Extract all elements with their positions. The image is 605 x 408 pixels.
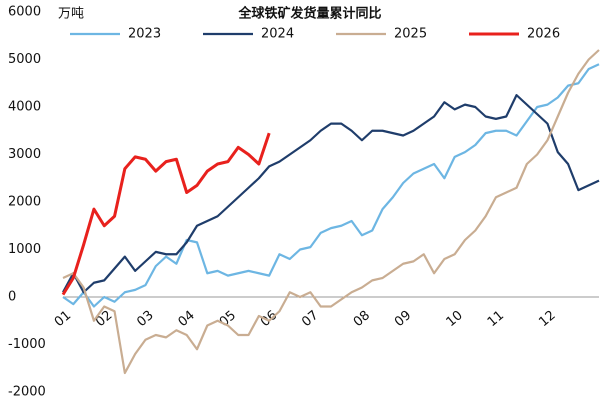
y-tick-label: 5000 <box>8 52 41 67</box>
series-line <box>62 49 600 375</box>
y-tick-label: 4000 <box>8 100 41 115</box>
legend-label: 2023 <box>128 27 161 42</box>
x-tick-label: 11 <box>485 308 507 330</box>
y-tick-label: 1000 <box>8 242 41 257</box>
legend-label: 2024 <box>261 27 294 42</box>
x-tick-label: 04 <box>176 308 198 330</box>
series-line <box>62 63 600 308</box>
unit-label: 万吨 <box>58 7 84 22</box>
y-tick-label: -1000 <box>8 337 46 352</box>
chart-title: 全球铁矿发货量累计同比 <box>237 6 381 22</box>
series-line <box>62 94 600 294</box>
x-tick-label: 10 <box>444 308 466 330</box>
x-tick-label: 01 <box>52 308 74 330</box>
series-line <box>61 132 271 296</box>
y-tick-label: 0 <box>8 290 16 305</box>
x-tick-label: 07 <box>299 308 321 330</box>
y-tick-label: 2000 <box>8 195 41 210</box>
x-tick-label: 12 <box>536 308 558 330</box>
y-tick-label: 6000 <box>8 5 41 20</box>
legend-label: 2025 <box>394 27 427 42</box>
legend-label: 2026 <box>527 27 560 42</box>
x-tick-label: 06 <box>258 308 280 330</box>
y-tick-label: -2000 <box>8 385 46 400</box>
x-tick-label: 03 <box>134 308 156 330</box>
x-tick-label: 09 <box>392 308 414 330</box>
y-tick-label: 3000 <box>8 147 41 162</box>
x-tick-label: 08 <box>351 308 373 330</box>
